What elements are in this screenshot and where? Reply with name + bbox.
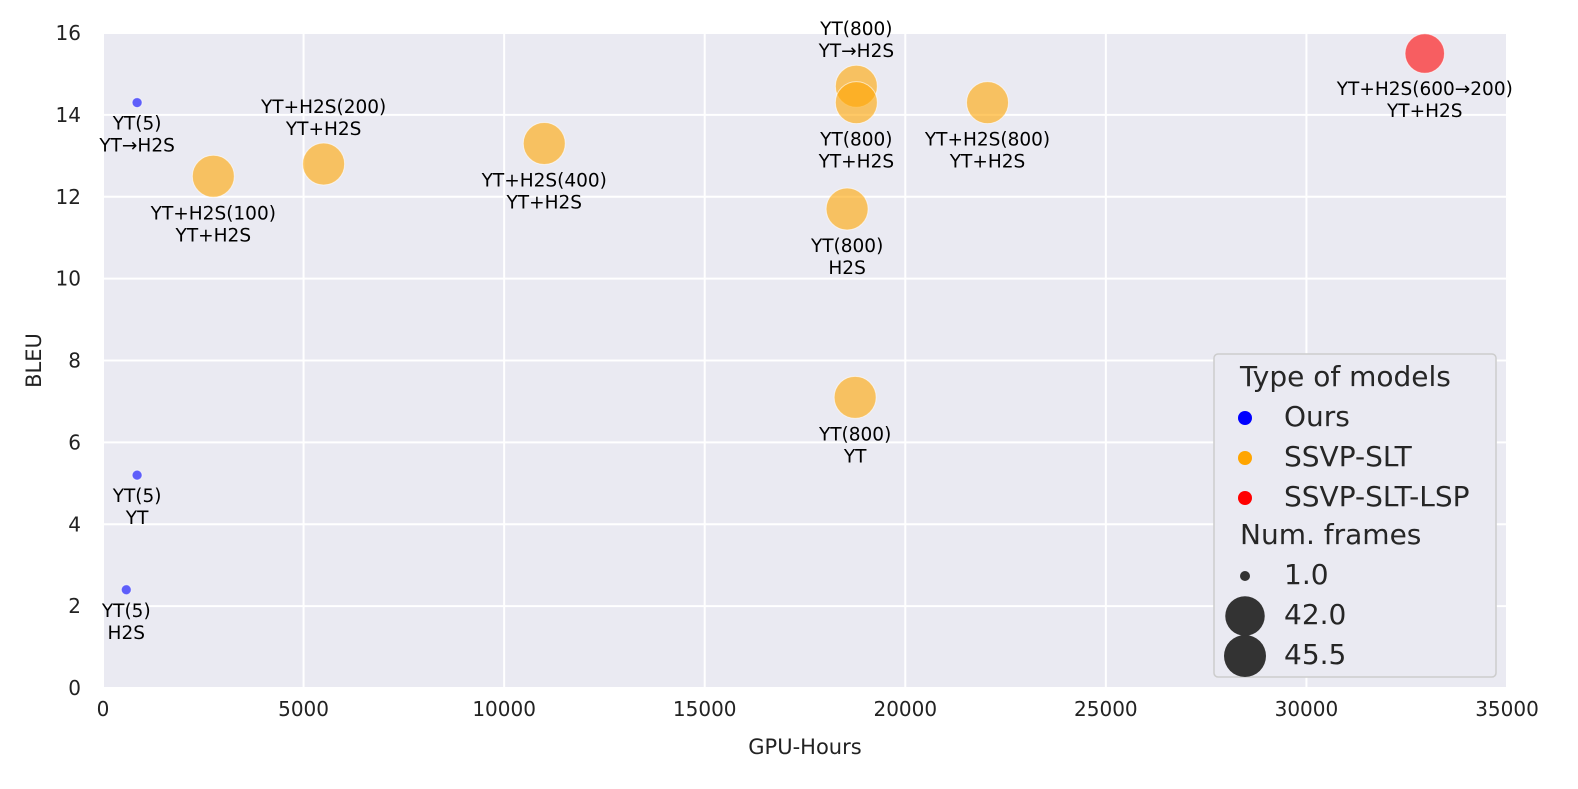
point-label: YT(800) xyxy=(819,19,892,40)
data-point xyxy=(131,469,143,481)
point-label: YT(800) xyxy=(810,236,883,257)
point-label: YT→H2S xyxy=(98,136,175,157)
point-label: YT+H2S(100) xyxy=(150,203,276,224)
point-label: YT+H2S(600→200) xyxy=(1336,79,1513,100)
x-tick-label: 10000 xyxy=(472,697,536,721)
data-point xyxy=(825,187,869,231)
legend-size-title: Num. frames xyxy=(1240,518,1421,551)
y-tick-label: 10 xyxy=(56,267,81,291)
point-label: YT(5) xyxy=(101,601,151,622)
point-label: YT+H2S xyxy=(285,119,362,140)
point-label: YT xyxy=(843,446,867,467)
x-tick-label: 15000 xyxy=(673,697,737,721)
y-axis-label: BLEU xyxy=(22,333,46,388)
data-point xyxy=(834,81,878,125)
point-label: YT+H2S(200) xyxy=(260,97,386,118)
x-tick-label: 35000 xyxy=(1475,697,1539,721)
legend-size-marker xyxy=(1224,635,1266,677)
point-label: YT(800) xyxy=(819,130,892,151)
data-point xyxy=(120,584,132,596)
legend-size-label: 1.0 xyxy=(1284,558,1329,591)
point-label: YT(800) xyxy=(818,424,891,445)
x-tick-label: 25000 xyxy=(1074,697,1138,721)
legend-item-label: SSVP-SLT xyxy=(1284,440,1413,473)
data-points xyxy=(120,33,1446,596)
legend-size-label: 45.5 xyxy=(1284,638,1346,671)
data-point xyxy=(191,154,235,198)
x-axis-label: GPU-Hours xyxy=(748,735,861,759)
y-tick-label: 2 xyxy=(68,594,81,618)
y-tick-labels: 0 2 4 6 8 10 12 14 16 xyxy=(56,21,81,700)
legend-size-marker xyxy=(1240,571,1250,581)
legend-marker xyxy=(1238,491,1252,505)
point-label: YT+H2S xyxy=(1386,101,1463,122)
x-tick-label: 20000 xyxy=(873,697,937,721)
data-point xyxy=(522,122,566,166)
point-label: YT(5) xyxy=(112,114,162,135)
legend-box xyxy=(1213,353,1497,678)
x-tick-label: 30000 xyxy=(1275,697,1339,721)
data-point xyxy=(833,375,877,419)
data-point xyxy=(966,81,1010,125)
legend-size-marker xyxy=(1225,596,1265,636)
y-tick-label: 8 xyxy=(68,349,81,373)
point-label: YT+H2S xyxy=(818,152,895,173)
y-tick-label: 6 xyxy=(68,430,81,454)
point-label: YT+H2S(400) xyxy=(481,171,607,192)
legend-item-label: Ours xyxy=(1284,400,1350,433)
legend-size-label: 42.0 xyxy=(1284,598,1346,631)
data-point xyxy=(1404,33,1446,74)
point-label: YT+H2S xyxy=(949,152,1026,173)
legend: Type of models Num. frames Ours SSVP-SLT S… xyxy=(1213,353,1497,678)
legend-item-label: SSVP-SLT-LSP xyxy=(1284,480,1470,513)
point-label: YT+H2S xyxy=(175,225,252,246)
data-point xyxy=(131,97,143,109)
x-tick-labels: 0 5000 10000 15000 20000 25000 30000 35000 xyxy=(97,697,1539,721)
y-tick-label: 0 xyxy=(68,676,81,700)
legend-title: Type of models xyxy=(1239,360,1451,393)
point-label: YT+H2S(800) xyxy=(924,130,1050,151)
legend-marker xyxy=(1238,451,1252,465)
y-tick-label: 12 xyxy=(56,185,81,209)
point-label: H2S xyxy=(828,258,865,279)
x-tick-label: 5000 xyxy=(278,697,329,721)
point-label: YT→H2S xyxy=(818,41,895,62)
point-label: YT xyxy=(125,508,149,529)
point-label: H2S xyxy=(108,623,145,644)
point-label: YT(5) xyxy=(112,486,162,507)
x-tick-label: 0 xyxy=(97,697,110,721)
point-labels: YT(5)YT→H2SYT(5)YTYT(5)H2SYT+H2S(100)YT+… xyxy=(98,19,1512,644)
y-tick-label: 14 xyxy=(56,103,81,127)
data-point xyxy=(302,142,346,186)
y-tick-label: 4 xyxy=(68,512,81,536)
legend-marker xyxy=(1238,411,1252,425)
y-tick-label: 16 xyxy=(56,21,81,45)
point-label: YT+H2S xyxy=(505,193,582,214)
